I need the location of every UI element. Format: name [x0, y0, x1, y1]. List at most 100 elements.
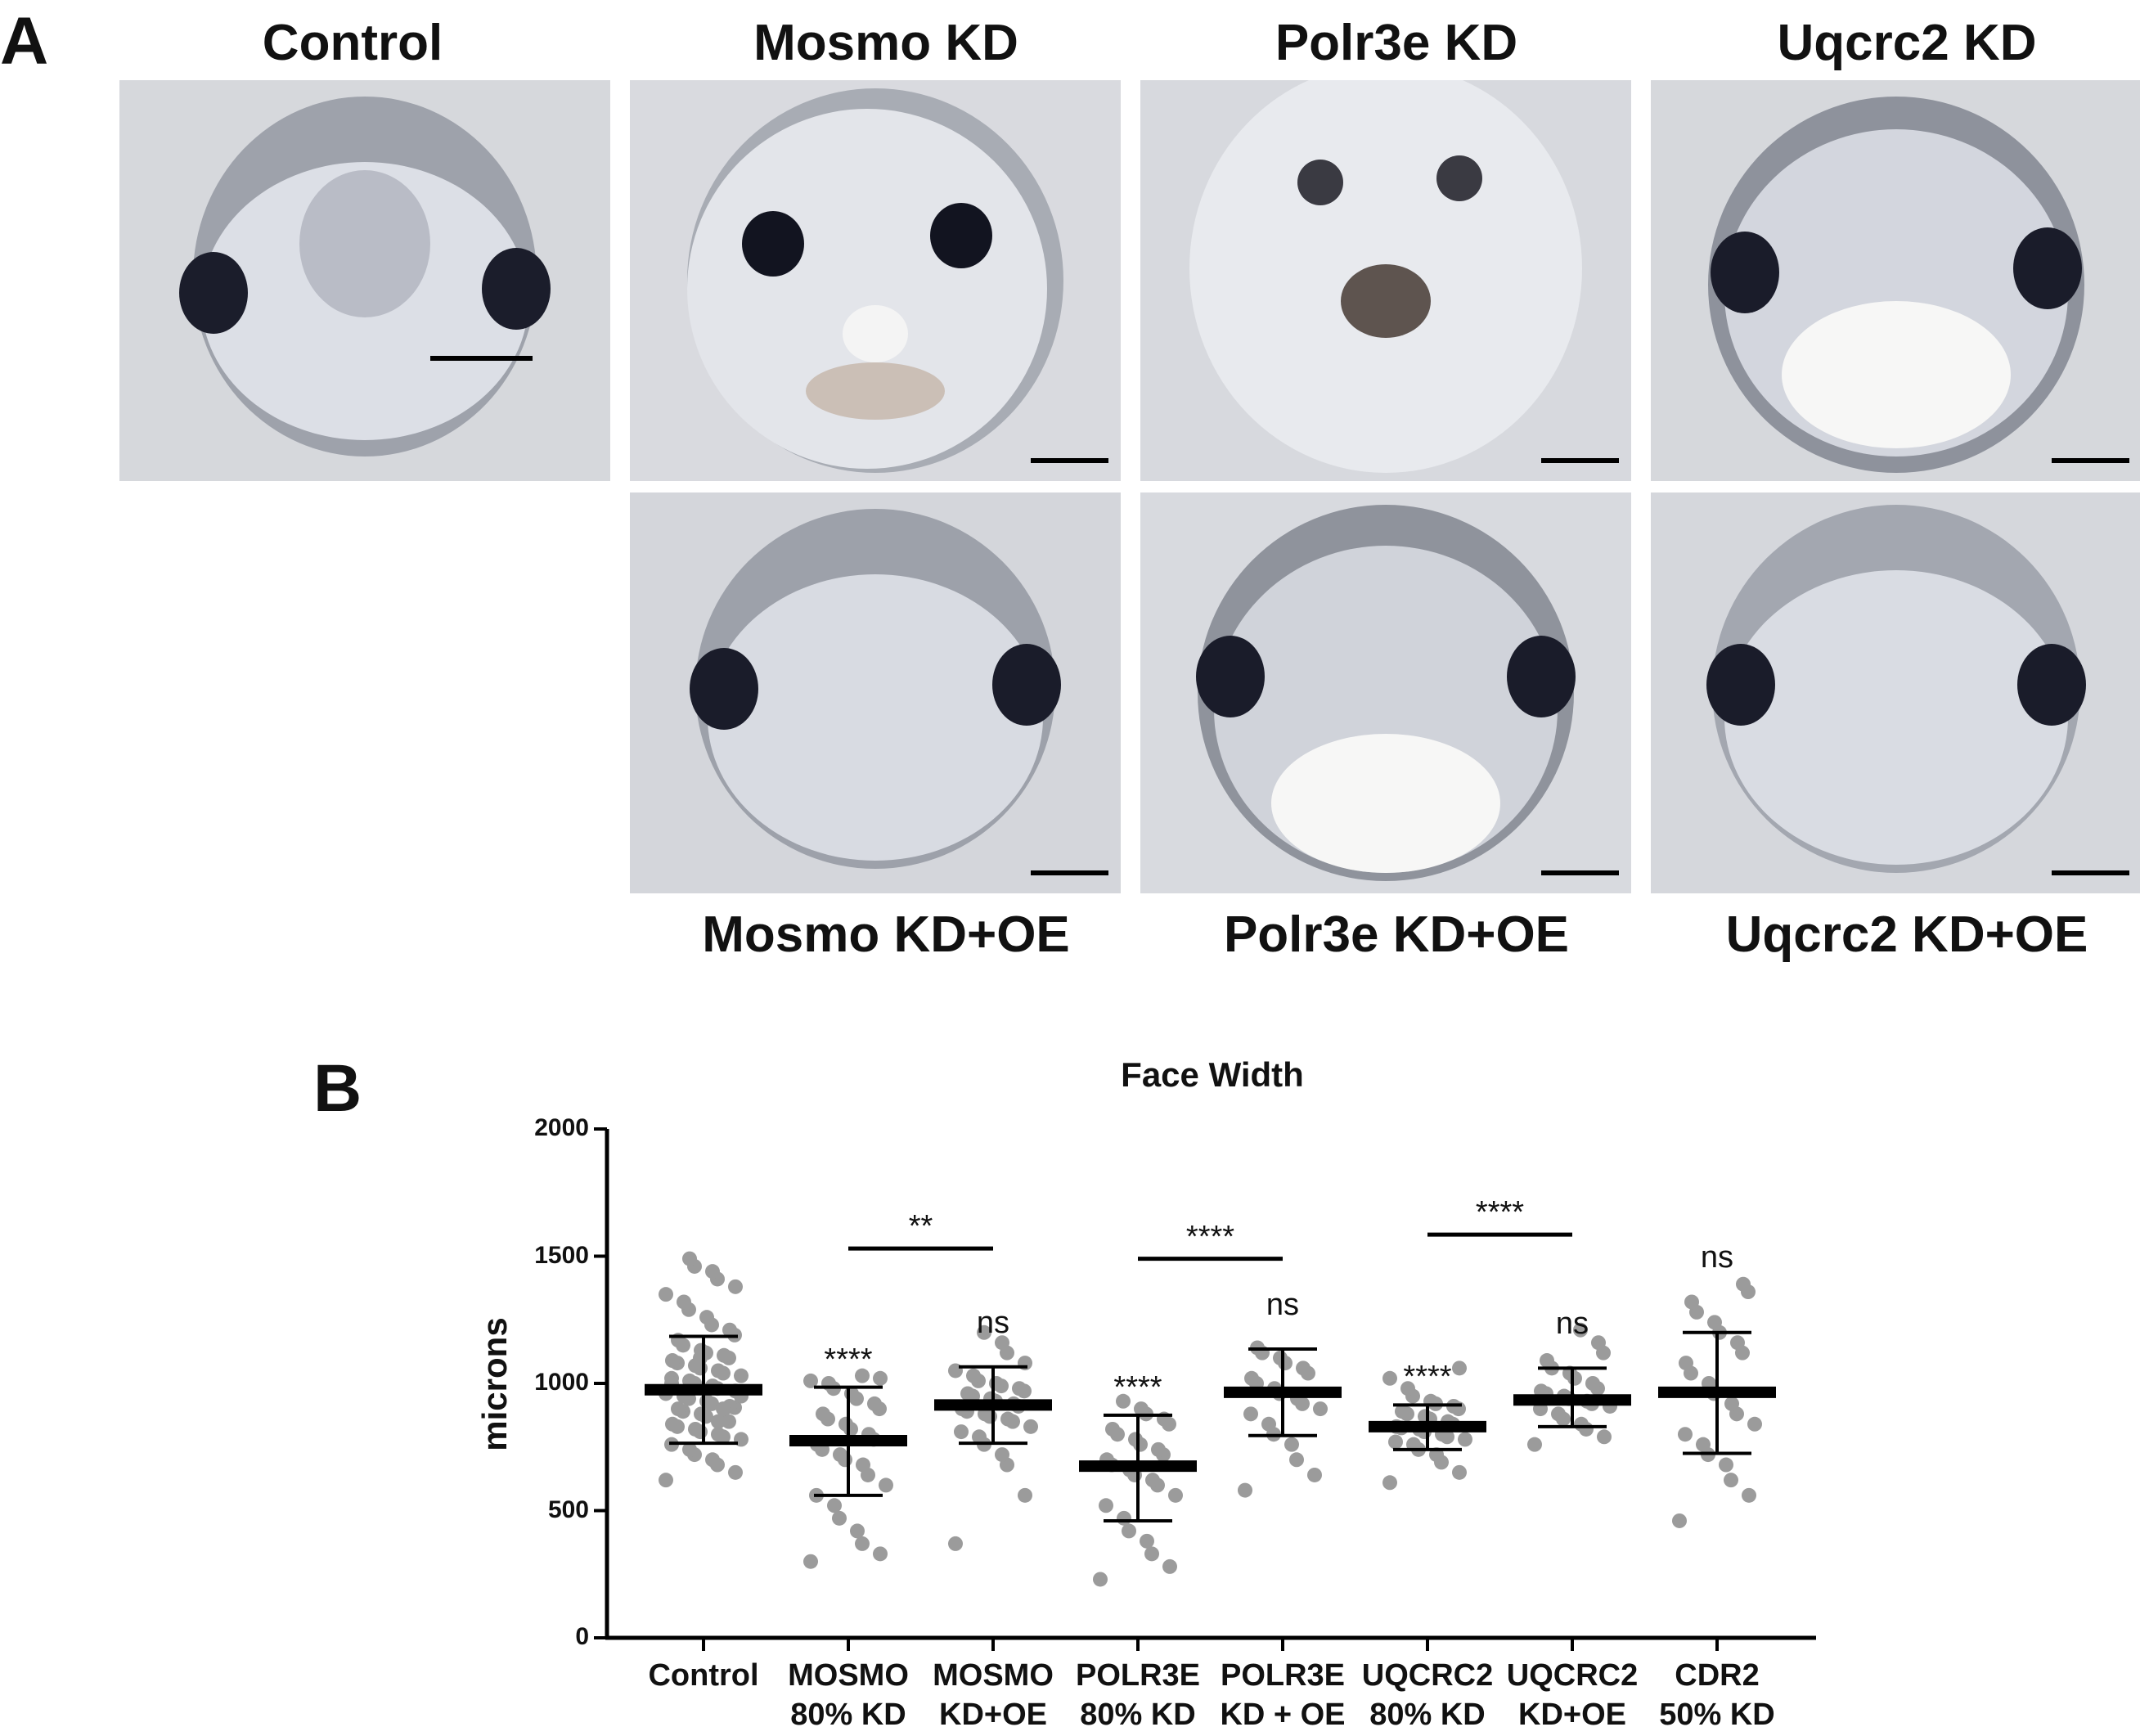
- data-point: [1018, 1356, 1032, 1371]
- data-point: [1706, 1386, 1721, 1401]
- data-point: [1266, 1427, 1281, 1442]
- tadpole-photo-control: [119, 80, 610, 481]
- data-point: [687, 1447, 702, 1463]
- data-point: [1238, 1482, 1252, 1498]
- data-point: [688, 1358, 703, 1374]
- significance-label: ns: [1555, 1306, 1589, 1342]
- data-point: [699, 1393, 714, 1409]
- y-tick-label: 1500: [534, 1241, 589, 1269]
- tadpole-photo-mosmo-kd: [630, 80, 1121, 481]
- data-point: [1313, 1401, 1328, 1417]
- data-point: [1412, 1421, 1427, 1437]
- data-point: [1539, 1386, 1553, 1401]
- data-point: [1562, 1365, 1577, 1381]
- data-point: [856, 1457, 870, 1473]
- data-point: [1099, 1498, 1113, 1513]
- data-point: [879, 1477, 893, 1493]
- data-point: [995, 1447, 1009, 1463]
- data-point: [693, 1424, 708, 1440]
- data-point: [1278, 1356, 1293, 1371]
- data-point: [832, 1510, 847, 1526]
- data-point: [1452, 1464, 1467, 1480]
- data-point: [1735, 1345, 1750, 1360]
- data-point: [671, 1333, 686, 1348]
- data-point: [664, 1437, 679, 1452]
- data-point: [1006, 1396, 1021, 1411]
- data-point: [1707, 1315, 1722, 1330]
- data-point: [1551, 1406, 1566, 1422]
- data-point: [671, 1401, 686, 1417]
- data-point: [705, 1264, 720, 1280]
- y-tick-label: 0: [575, 1623, 589, 1650]
- data-point: [809, 1487, 824, 1503]
- comparison-label: ****: [1475, 1195, 1525, 1230]
- data-point: [681, 1391, 696, 1406]
- data-point: [833, 1447, 847, 1463]
- data-point: [960, 1404, 974, 1419]
- data-point: [1434, 1455, 1449, 1470]
- data-point: [677, 1388, 691, 1404]
- data-point: [972, 1429, 987, 1445]
- data-point: [1388, 1434, 1403, 1450]
- data-point: [1730, 1335, 1745, 1351]
- data-point: [867, 1396, 882, 1411]
- data-point: [1679, 1356, 1693, 1371]
- data-point: [699, 1345, 713, 1360]
- data-point: [849, 1391, 864, 1406]
- data-point: [1023, 1419, 1038, 1434]
- x-tick-label: POLR3E KD + OE: [1220, 1658, 1346, 1732]
- data-point: [1458, 1432, 1472, 1447]
- data-point: [1574, 1416, 1589, 1432]
- data-point: [659, 1473, 673, 1488]
- data-point: [1596, 1345, 1611, 1360]
- data-point: [1168, 1487, 1183, 1503]
- data-point: [1562, 1391, 1576, 1406]
- data-point: [1105, 1421, 1120, 1437]
- data-point: [1395, 1404, 1409, 1419]
- data-point: [664, 1376, 679, 1391]
- tadpole-photo-mosmo-kd-oe: [630, 492, 1121, 893]
- data-point: [1747, 1416, 1762, 1432]
- data-point: [983, 1391, 998, 1406]
- data-point: [1000, 1345, 1014, 1360]
- data-point: [1000, 1411, 1015, 1427]
- comparison-label: ****: [1185, 1219, 1235, 1254]
- data-point: [1400, 1406, 1414, 1422]
- comparison-label: **: [908, 1209, 933, 1244]
- data-point: [1540, 1353, 1554, 1369]
- data-point: [843, 1421, 858, 1437]
- data-point: [1162, 1416, 1176, 1432]
- image-title-polr3e-kd: Polr3e KD: [1275, 15, 1518, 71]
- data-point: [1139, 1406, 1153, 1422]
- data-point: [1590, 1381, 1605, 1396]
- data-point: [1418, 1409, 1432, 1424]
- tadpole-photo-uqcrc2-kd: [1651, 80, 2140, 481]
- data-point: [1249, 1376, 1264, 1391]
- data-point: [1000, 1457, 1014, 1473]
- data-point: [803, 1554, 818, 1569]
- data-point: [711, 1414, 726, 1429]
- data-point: [734, 1388, 749, 1404]
- data-point: [1603, 1398, 1617, 1414]
- data-point: [1267, 1381, 1282, 1396]
- data-point: [838, 1452, 852, 1468]
- image-caption-mosmo-kd-oe: Mosmo KD+OE: [702, 906, 1070, 963]
- data-point: [1719, 1457, 1733, 1473]
- data-point: [693, 1350, 708, 1365]
- data-point: [734, 1432, 749, 1447]
- x-tick-label: UQCRC2 KD+OE: [1506, 1658, 1639, 1732]
- data-point: [1585, 1376, 1600, 1391]
- data-point: [1394, 1420, 1409, 1436]
- data-point: [948, 1536, 963, 1551]
- data-point: [838, 1416, 853, 1432]
- data-point: [844, 1386, 859, 1401]
- data-point: [826, 1381, 841, 1396]
- data-point: [1428, 1396, 1443, 1411]
- image-title-uqcrc2-kd: Uqcrc2 KD: [1777, 15, 2037, 71]
- data-point: [1128, 1432, 1143, 1447]
- data-point: [1117, 1510, 1131, 1526]
- data-point: [717, 1411, 731, 1427]
- data-point: [948, 1363, 963, 1378]
- data-point: [1579, 1421, 1594, 1437]
- data-point: [682, 1441, 697, 1457]
